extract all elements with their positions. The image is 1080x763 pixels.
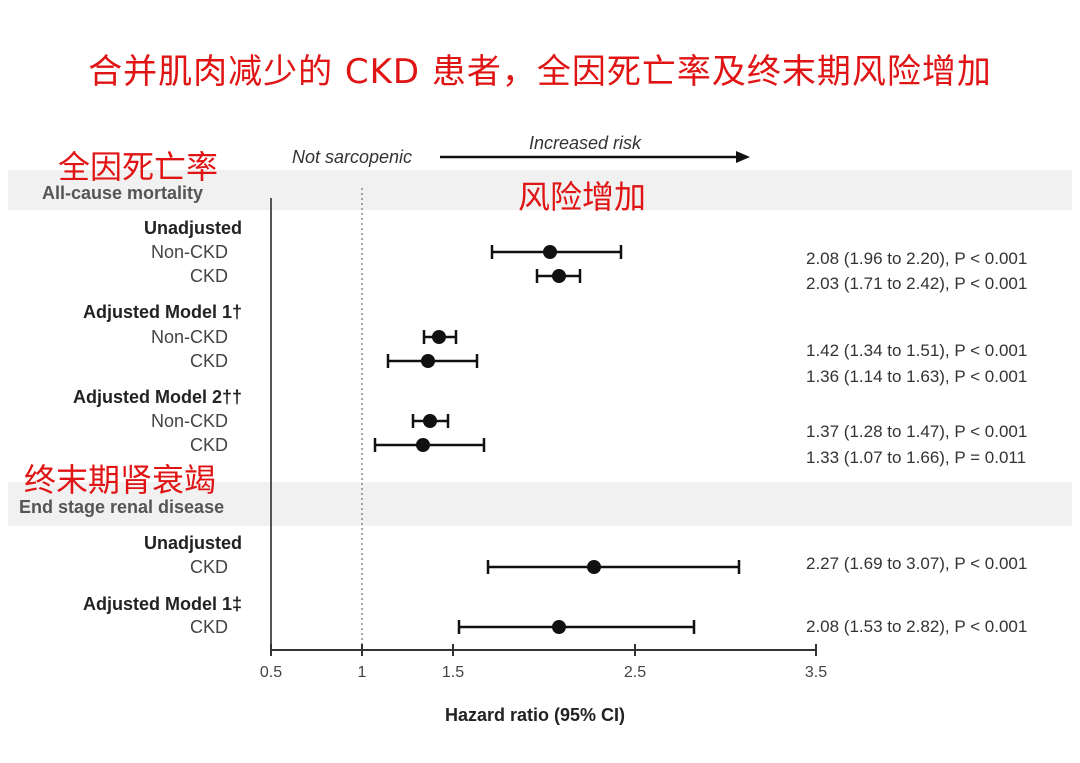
not-sarcopenic-label: Not sarcopenic [292, 147, 413, 167]
section-esrd: End stage renal disease [19, 497, 225, 517]
row-value: 1.42 (1.34 to 1.51), P < 0.001 [806, 341, 1028, 360]
ci-row-2 [535, 269, 582, 283]
ci-row-4 [386, 354, 479, 368]
row-value: 2.03 (1.71 to 2.42), P < 0.001 [806, 274, 1028, 293]
x-axis-title: Hazard ratio (95% CI) [445, 705, 626, 725]
row-label: Non-CKD [150, 327, 228, 347]
row-label: CKD [189, 435, 228, 455]
group-esrd-adjusted-model-1: Adjusted Model 1‡ [82, 594, 242, 614]
row-label: Non-CKD [150, 242, 228, 262]
increased-risk-arrow-icon [440, 151, 750, 163]
ci-row-6 [373, 438, 486, 452]
row-label: Non-CKD [150, 411, 228, 431]
section-band-all-cause [8, 170, 1072, 210]
ci-row-7 [486, 560, 741, 574]
group-adjusted-model-1: Adjusted Model 1† [82, 302, 242, 322]
ci-row-5 [411, 414, 450, 428]
chart-title: 合并肌肉减少的 CKD 患者，全因死亡率及终末期风险增加 [88, 52, 992, 92]
row-label: CKD [189, 557, 228, 577]
x-tick-label: 1 [357, 664, 367, 681]
row-value: 2.27 (1.69 to 3.07), P < 0.001 [806, 554, 1028, 573]
group-adjusted-model-2: Adjusted Model 2†† [72, 387, 242, 407]
x-tick-label: 3.5 [804, 664, 828, 681]
row-value: 2.08 (1.53 to 2.82), P < 0.001 [806, 617, 1028, 636]
x-tick-label: 1.5 [441, 664, 465, 681]
row-value: 1.33 (1.07 to 1.66), P = 0.011 [806, 448, 1027, 467]
row-value: 2.08 (1.96 to 2.20), P < 0.001 [806, 249, 1028, 268]
esrd-cn-label: 终末期肾衰竭 [24, 461, 217, 499]
group-esrd-unadjusted: Unadjusted [143, 533, 242, 553]
x-axis [270, 644, 817, 656]
increased-risk-label: Increased risk [529, 133, 642, 153]
group-unadjusted: Unadjusted [143, 218, 242, 238]
row-value: 1.36 (1.14 to 1.63), P < 0.001 [806, 367, 1028, 386]
ci-row-3 [422, 330, 458, 344]
row-label: CKD [189, 351, 228, 371]
all-cause-cn-label: 全因死亡率 [58, 148, 219, 186]
ci-row-1 [490, 245, 623, 259]
x-tick-label: 0.5 [259, 664, 283, 681]
row-label: CKD [189, 617, 228, 637]
row-value: 1.37 (1.28 to 1.47), P < 0.001 [806, 422, 1028, 441]
row-label: CKD [189, 266, 228, 286]
x-tick-label: 2.5 [623, 664, 647, 681]
section-band-esrd [8, 482, 1072, 526]
risk-increase-cn-label: 风险增加 [518, 178, 647, 216]
section-all-cause-mortality: All-cause mortality [42, 183, 204, 203]
ci-row-8 [457, 620, 696, 634]
